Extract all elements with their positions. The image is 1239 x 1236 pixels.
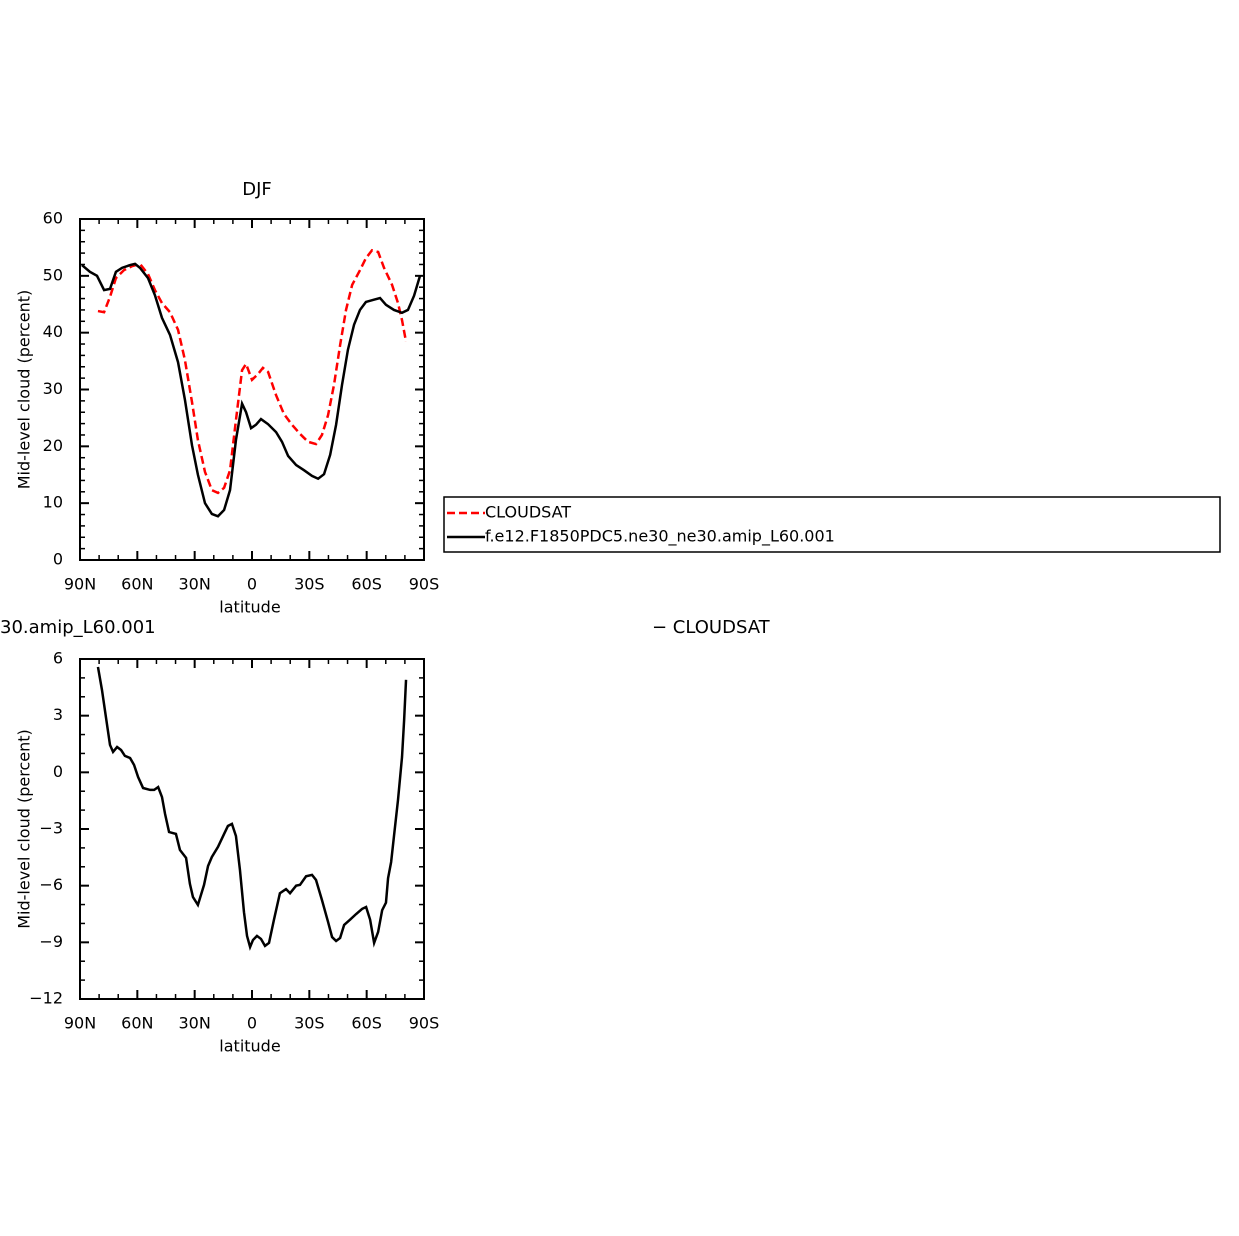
y-tick-label: −9 [39,932,63,951]
chart-title: DJF [242,179,272,200]
x-tick-label: 60N [121,575,153,594]
plot-frame [79,658,425,1000]
y-tick-label: 0 [53,550,63,569]
x-tick-label: 90N [64,575,96,594]
y-tick-label: 0 [53,762,63,781]
y-axis-label: Mid-level cloud (percent) [15,290,34,490]
y-tick-label: −3 [39,819,63,838]
x-tick-label: 30S [294,575,325,594]
data-line [96,666,408,951]
chart-title: 30.amip_L60.001 [0,617,156,638]
x-tick-label: 60S [351,575,382,594]
y-tick-label: 50 [43,265,63,284]
y-tick-label: −6 [39,875,63,894]
x-tick-label: 90N [64,1014,96,1033]
x-tick-label: 30N [179,575,211,594]
y-tick-label: 30 [43,379,63,398]
data-line [97,248,408,495]
legend-label: CLOUDSAT [485,503,571,522]
y-tick-label: 40 [43,322,63,341]
y-tick-label: 10 [43,493,63,512]
x-tick-label: 0 [247,575,257,594]
legend-box [443,496,1221,553]
y-tick-label: −12 [29,989,63,1008]
y-tick-label: 60 [43,209,63,228]
x-tick-label: 60N [121,1014,153,1033]
x-tick-label: 90S [409,575,440,594]
legend-label: f.e12.F1850PDC5.ne30_ne30.amip_L60.001 [485,527,835,547]
x-axis-label: latitude [219,1037,280,1056]
x-tick-label: 90S [409,1014,440,1033]
data-line [81,262,422,518]
plot-frame [79,218,425,561]
y-tick-label: 6 [53,649,63,668]
x-tick-label: 30N [179,1014,211,1033]
x-tick-label: 60S [351,1014,382,1033]
annotation: − CLOUDSAT [652,617,771,638]
y-axis-label: Mid-level cloud (percent) [15,729,34,929]
y-tick-label: 20 [43,436,63,455]
y-tick-label: 3 [53,705,63,724]
x-tick-label: 30S [294,1014,325,1033]
x-tick-label: 0 [247,1014,257,1033]
x-axis-label: latitude [219,598,280,617]
